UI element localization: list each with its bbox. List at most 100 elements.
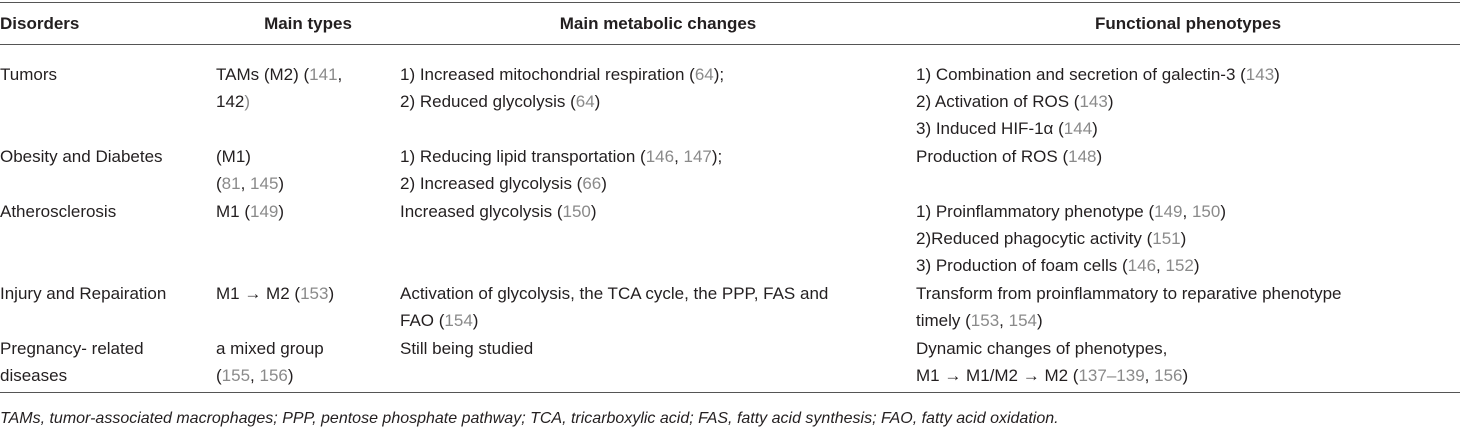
- citation: 146: [1127, 256, 1157, 275]
- cell-text: 1) Increased mitochondrial respiration (: [400, 65, 695, 84]
- citation: 152: [1165, 256, 1194, 275]
- cell-line: Activation of glycolysis, the TCA cycle,…: [400, 280, 916, 307]
- header-cell: Main metabolic changes: [400, 2, 916, 45]
- cell-line: (M1): [216, 143, 400, 170]
- citation: 153: [300, 284, 329, 303]
- table-cell: 1) Reducing lipid transportation (146, 1…: [400, 143, 916, 198]
- cell-line: diseases: [0, 362, 216, 389]
- table-cell: Atherosclerosis: [0, 198, 216, 280]
- cell-line: 2) Increased glycolysis (66): [400, 170, 916, 197]
- citation: 148: [1068, 147, 1097, 166]
- cell-text: diseases: [0, 366, 68, 385]
- citation: 81: [221, 174, 241, 193]
- citation: 144: [1063, 119, 1093, 138]
- cell-line: a mixed group: [216, 335, 400, 362]
- cell-line: TAMs (M2) (141,: [216, 61, 400, 88]
- table-cell: Pregnancy- related diseases: [0, 335, 216, 393]
- cell-line: Still being studied: [400, 335, 916, 362]
- cell-line: timely (153, 154): [916, 307, 1460, 334]
- citation: 150: [1191, 202, 1221, 221]
- citation: 141: [309, 65, 338, 84]
- citation: 137–139: [1078, 366, 1145, 385]
- cell-text: ): [1092, 119, 1098, 138]
- cell-text: 3) Induced HIF-1α (: [916, 119, 1064, 138]
- table-row: Atherosclerosis M1 (149) Increased glycoly…: [0, 198, 1460, 280]
- cell-text: Production of ROS (: [916, 147, 1069, 166]
- table-row: Tumors TAMs (M2) (141, 142) 1) Increased m…: [0, 45, 1460, 144]
- cell-line: M1 → M1/M2 → M2 (137–139, 156): [916, 362, 1460, 389]
- cell-text: ): [328, 284, 335, 303]
- citation: 150: [562, 202, 591, 221]
- cell-text: ): [1180, 229, 1187, 248]
- cell-line: 3) Production of foam cells (146, 152): [916, 252, 1460, 279]
- cell-text: ): [1107, 92, 1114, 111]
- cell-line: Transform from proinflammatory to repara…: [916, 280, 1460, 307]
- cell-text: ,: [250, 366, 260, 385]
- cell-line: Tumors: [0, 61, 216, 88]
- table-cell: Increased glycolysis (150): [400, 198, 916, 280]
- header-cell: Disorders: [0, 2, 216, 45]
- cell-text: (: [216, 174, 222, 193]
- cell-text: 1) Combination and secretion of galectin…: [916, 65, 1246, 84]
- cell-text: (M1): [216, 147, 251, 166]
- table-cell: a mixed group (155, 156): [216, 335, 400, 393]
- citation: 156: [1154, 366, 1183, 385]
- citation: 151: [1152, 229, 1181, 248]
- header-row: Disorders Main types Main metabolic change…: [0, 2, 1460, 45]
- citation: 66: [582, 174, 602, 193]
- table-cell: Transform from proinflammatory to repara…: [916, 280, 1460, 335]
- cell-line: Production of ROS (148): [916, 143, 1460, 170]
- cell-text: 2)Reduced phagocytic activity (: [916, 229, 1153, 248]
- table-cell: 1) Increased mitochondrial respiration (…: [400, 45, 916, 144]
- cell-text: a mixed group: [216, 339, 324, 358]
- cell-text: ): [594, 92, 601, 111]
- cell-line: Increased glycolysis (150): [400, 198, 916, 225]
- cell-text: 2) Reduced glycolysis (: [400, 92, 576, 111]
- footnote: TAMs, tumor-associated macrophages; PPP,…: [0, 410, 1059, 427]
- cell-text: Activation of glycolysis, the TCA cycle,…: [400, 284, 829, 303]
- citation: 146: [645, 147, 675, 166]
- cell-line: (155, 156): [216, 362, 400, 389]
- cell-text: timely (: [916, 311, 971, 330]
- cell-text: ): [278, 202, 285, 221]
- cell-line: 1) Reducing lipid transportation (146, 1…: [400, 143, 916, 170]
- table-row: Obesity and Diabetes (M1) (81, 145) 1) Redu…: [0, 143, 1460, 198]
- cell-line: Dynamic changes of phenotypes,: [916, 335, 1460, 362]
- table-body: Tumors TAMs (M2) (141, 142) 1) Increased m…: [0, 45, 1460, 393]
- cell-text: ,: [999, 311, 1009, 330]
- table-cell: 1) Proinflammatory phenotype (149, 150) 2…: [916, 198, 1460, 280]
- table-cell: Activation of glycolysis, the TCA cycle,…: [400, 280, 916, 335]
- citation: 153: [970, 311, 1000, 330]
- cell-text: ,: [1144, 366, 1155, 385]
- cell-text: Increased glycolysis (: [400, 202, 563, 221]
- citation: 156: [259, 366, 288, 385]
- cell-text: Transform from proinflammatory to repara…: [916, 284, 1342, 303]
- cell-text: );: [713, 65, 725, 84]
- cell-text: ): [287, 366, 294, 385]
- citation: 64: [575, 92, 595, 111]
- cell-line: 1) Combination and secretion of galectin…: [916, 61, 1460, 88]
- cell-text: 1) Reducing lipid transportation (: [400, 147, 646, 166]
- cell-text: ): [1220, 202, 1226, 221]
- citation: 64: [694, 65, 714, 84]
- cell-text: ): [1036, 311, 1043, 330]
- citation: 143: [1079, 92, 1108, 111]
- cell-line: M1 (149): [216, 198, 400, 225]
- table-cell: Obesity and Diabetes: [0, 143, 216, 198]
- cell-line: 3) Induced HIF-1α (144): [916, 115, 1460, 142]
- table-cell: M1 → M2 (153): [216, 280, 400, 335]
- table-row: Injury and Repairation M1 → M2 (153) Activ…: [0, 280, 1460, 335]
- citation: 149: [250, 202, 279, 221]
- cell-text: ,: [674, 147, 684, 166]
- cell-line: 1) Increased mitochondrial respiration (…: [400, 61, 916, 88]
- header-cell: Main types: [216, 2, 400, 45]
- cell-text: Injury and Repairation: [0, 284, 167, 303]
- cell-text: 2) Increased glycolysis (: [400, 174, 583, 193]
- cell-text: ): [590, 202, 597, 221]
- cell-text: FAO (: [400, 311, 445, 330]
- citation: 147: [683, 147, 712, 166]
- cell-text: 142: [216, 92, 245, 111]
- cell-text: ,: [337, 65, 343, 84]
- cell-text: Tumors: [0, 65, 57, 84]
- cell-line: (81, 145): [216, 170, 400, 197]
